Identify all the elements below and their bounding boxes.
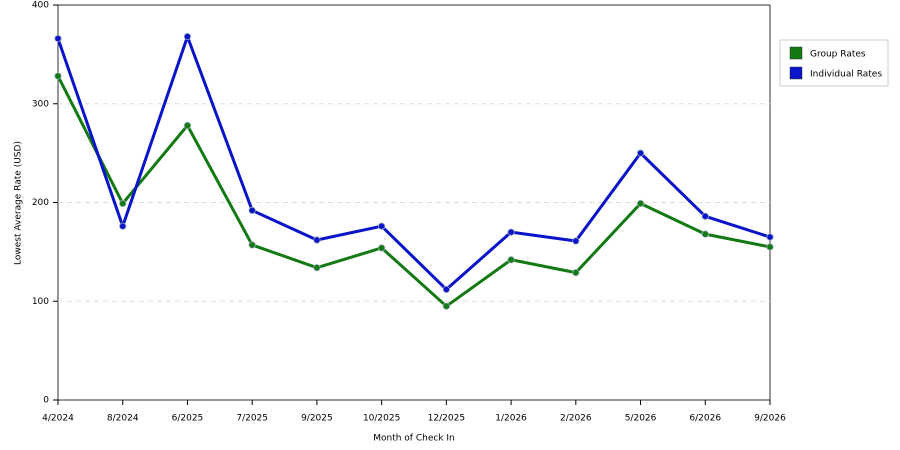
data-point [701, 212, 709, 220]
data-point [119, 222, 127, 230]
x-tick-label: 6/2026 [689, 414, 721, 424]
y-tick-label: 200 [32, 198, 49, 208]
data-point [572, 269, 580, 277]
data-point [183, 32, 192, 41]
y-tick-label: 100 [32, 297, 49, 307]
y-tick-label: 300 [32, 99, 49, 109]
data-point [54, 34, 62, 43]
legend-label: Individual Rates [810, 70, 882, 80]
x-tick-label: 9/2025 [301, 414, 333, 424]
data-point [701, 230, 709, 238]
x-tick-label: 12/2025 [428, 414, 465, 424]
data-point [54, 72, 62, 80]
data-point [766, 233, 774, 241]
data-point [636, 199, 645, 208]
x-tick-label: 4/2024 [42, 414, 74, 424]
data-point [313, 236, 321, 244]
data-point [572, 237, 580, 245]
y-tick-label: 0 [43, 396, 49, 406]
data-point [378, 244, 386, 252]
y-axis-title: Lowest Average Rate (USD) [14, 141, 24, 265]
data-point [507, 256, 515, 264]
x-tick-label: 8/2024 [107, 414, 139, 424]
x-tick-label: 6/2025 [172, 414, 204, 424]
series-line [56, 35, 771, 291]
data-point [507, 228, 515, 236]
x-tick-label: 1/2026 [495, 414, 527, 424]
data-point [248, 241, 256, 249]
legend-swatch [789, 66, 803, 80]
data-point [248, 206, 256, 214]
data-point [378, 222, 386, 230]
x-tick-label: 5/2026 [625, 414, 657, 424]
x-tick-label: 9/2026 [754, 414, 786, 424]
x-tick-label: 2/2026 [560, 414, 592, 424]
data-point [766, 243, 774, 251]
x-tick-label: 10/2025 [363, 414, 400, 424]
data-point [442, 302, 450, 310]
legend-label: Group Rates [810, 50, 866, 60]
data-point [442, 285, 450, 293]
x-tick-label: 7/2025 [236, 414, 268, 424]
data-point [119, 199, 127, 208]
data-point [313, 264, 321, 272]
data-point [636, 149, 645, 157]
x-axis-title: Month of Check In [373, 434, 455, 444]
legend-swatch [789, 46, 803, 60]
y-tick-label: 400 [32, 1, 49, 11]
data-point [183, 121, 192, 130]
series-line [56, 75, 771, 308]
